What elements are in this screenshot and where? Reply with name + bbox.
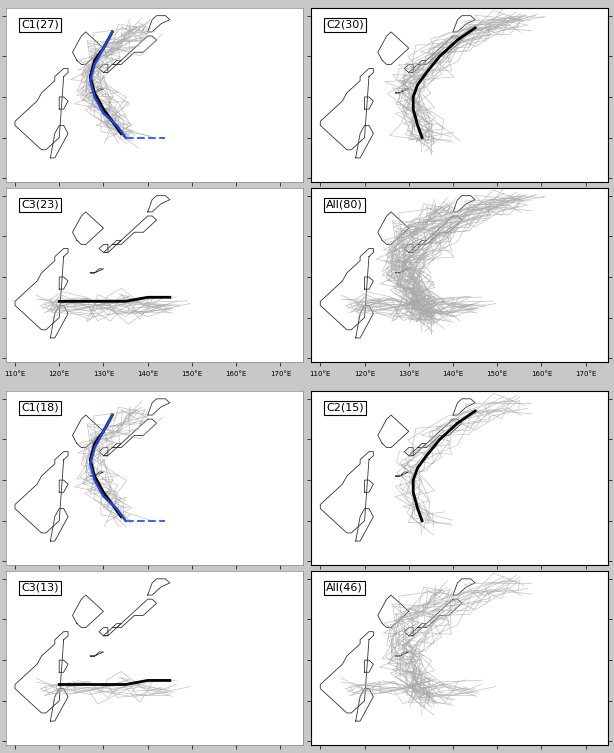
Text: All(80): All(80): [326, 200, 363, 210]
Text: C2(15): C2(15): [326, 403, 364, 413]
Text: All(46): All(46): [326, 583, 363, 593]
Text: C3(23): C3(23): [21, 200, 58, 210]
Text: C1(18): C1(18): [21, 403, 58, 413]
Text: C2(30): C2(30): [326, 20, 364, 30]
Text: C3(13): C3(13): [21, 583, 58, 593]
Text: C1(27): C1(27): [21, 20, 59, 30]
